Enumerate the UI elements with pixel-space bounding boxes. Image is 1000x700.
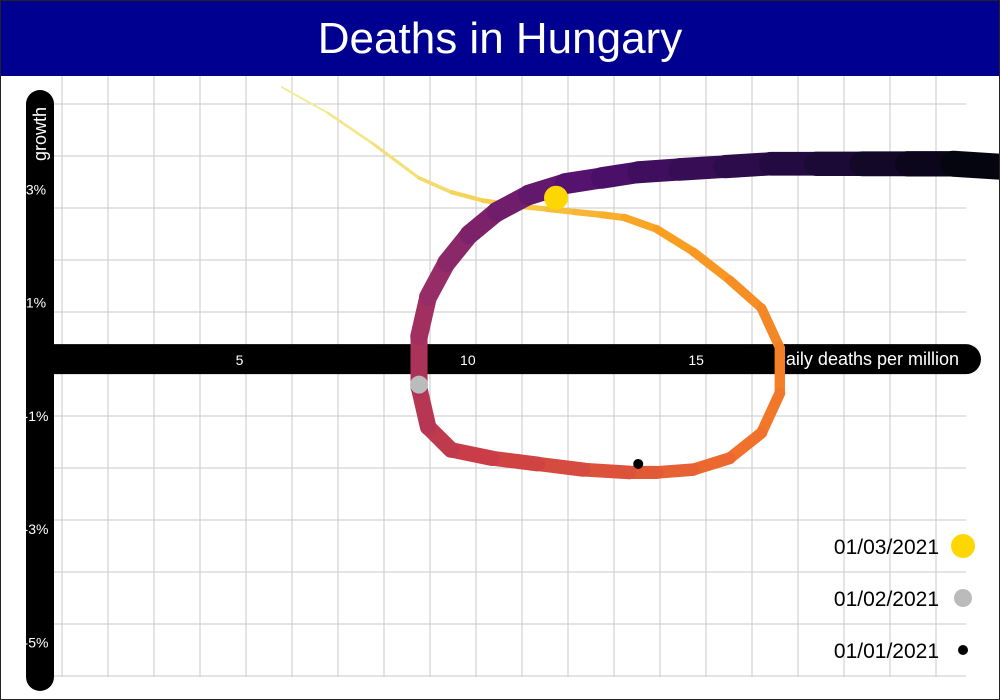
y-tick-label: 1% bbox=[26, 295, 46, 311]
series-segment bbox=[723, 427, 768, 465]
y-axis-label: growth bbox=[30, 107, 50, 161]
series-segment bbox=[417, 176, 453, 194]
y-tick-label: -1% bbox=[24, 408, 49, 424]
series-segment bbox=[543, 206, 578, 215]
x-tick-label: 5 bbox=[236, 352, 244, 368]
series-segment bbox=[571, 208, 605, 218]
series-segment bbox=[371, 142, 421, 180]
series-segment bbox=[620, 213, 661, 233]
date-marker bbox=[410, 375, 429, 394]
y-tick-label: -3% bbox=[24, 521, 49, 537]
axes: 5 10 15 3% 1% -1% -3% -5% daily deaths per milli… bbox=[24, 90, 981, 691]
legend-label: 01/02/2021 bbox=[834, 588, 939, 611]
series-segment bbox=[940, 150, 999, 180]
date-marker bbox=[633, 458, 644, 469]
series-segment bbox=[598, 211, 629, 222]
series-segment bbox=[530, 456, 591, 477]
series-segment bbox=[687, 452, 736, 476]
series-segment bbox=[724, 275, 767, 313]
legend-swatch bbox=[951, 534, 975, 558]
series-segment bbox=[326, 111, 375, 146]
chart-title: Deaths in Hungary bbox=[317, 14, 683, 63]
date-marker bbox=[544, 185, 569, 210]
series-layer bbox=[281, 86, 999, 480]
series-segment bbox=[688, 247, 734, 285]
markers-layer bbox=[410, 185, 644, 469]
y-tick-label: 3% bbox=[26, 181, 46, 197]
y-tick-label: -5% bbox=[24, 634, 49, 650]
series-segment bbox=[756, 387, 786, 439]
legend-label: 01/03/2021 bbox=[834, 536, 939, 559]
x-axis-label: daily deaths per million bbox=[776, 349, 959, 369]
x-tick-label: 15 bbox=[688, 352, 704, 368]
series-segment bbox=[756, 303, 785, 353]
series-segment bbox=[448, 189, 486, 203]
series-segment bbox=[281, 86, 329, 114]
legend-swatch bbox=[954, 589, 972, 607]
legend: 01/03/2021 01/02/2021 01/01/2021 bbox=[834, 534, 975, 663]
x-tick-label: 10 bbox=[460, 352, 476, 368]
series-segment bbox=[576, 462, 636, 480]
legend-label: 01/01/2021 bbox=[834, 640, 939, 663]
grid bbox=[40, 76, 966, 677]
series-segment bbox=[652, 224, 698, 256]
title-bar: Deaths in Hungary bbox=[1, 1, 999, 76]
legend-swatch bbox=[958, 645, 968, 655]
